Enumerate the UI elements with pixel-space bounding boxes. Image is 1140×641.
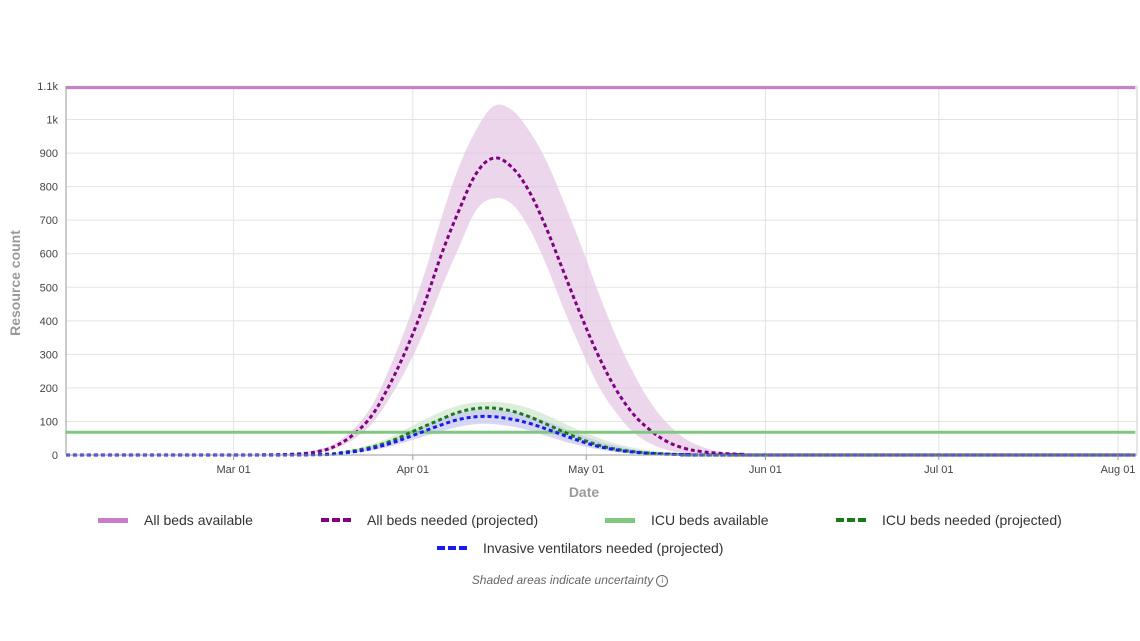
legend-label: ICU beds needed (projected): [882, 512, 1062, 528]
y-tick-label: 300: [40, 349, 58, 361]
uncertainty-note: Shaded areas indicate uncertainty i: [0, 573, 1140, 587]
legend-swatch-all-beds-needed: [321, 518, 351, 522]
y-tick-label: 200: [40, 383, 58, 395]
y-tick-label: 1k: [46, 115, 58, 127]
x-tick-label: Jun 01: [749, 464, 782, 476]
uncertainty-note-text: Shaded areas indicate uncertainty: [471, 573, 654, 587]
uncertainty-bands: [66, 104, 1136, 455]
y-tick-label: 600: [40, 249, 58, 261]
x-tick-label: Aug 01: [1101, 464, 1136, 476]
legend-label: All beds available: [144, 512, 253, 528]
y-tick-label: 0: [52, 450, 58, 462]
info-icon[interactable]: i: [656, 575, 669, 587]
chart-grid: [66, 85, 1137, 456]
y-tick-label: 900: [40, 148, 58, 160]
x-tick-label: Apr 01: [397, 464, 429, 476]
chart-axes: 0 100 200 300 400 500 600 700 800 900 1k 1.1k Mar 01…: [37, 81, 1138, 476]
legend-item-ventilators-needed[interactable]: Invasive ventilators needed (projected): [437, 536, 723, 560]
x-axis-title: Date: [569, 484, 600, 500]
legend-swatch-ventilators-needed: [437, 546, 467, 550]
uncertainty-band-all-beds-needed-projected: [66, 104, 1136, 455]
x-tick-label: Jul 01: [924, 464, 953, 476]
legend-item-icu-beds-needed[interactable]: ICU beds needed (projected): [836, 508, 1062, 532]
legend-item-all-beds-available[interactable]: All beds available: [98, 508, 253, 532]
y-tick-label: 1.1k: [37, 81, 58, 93]
y-tick-label: 500: [40, 282, 58, 294]
legend-row-1: All beds available All beds needed (proj…: [0, 508, 1140, 536]
legend-item-all-beds-needed[interactable]: All beds needed (projected): [321, 508, 538, 532]
y-tick-label: 800: [40, 182, 58, 194]
y-axis-title: Resource count: [7, 230, 23, 336]
x-tick-label: Mar 01: [217, 464, 251, 476]
series-lines: [65, 86, 1136, 457]
x-tick-label: May 01: [568, 464, 604, 476]
legend-row-2: Invasive ventilators needed (projected): [0, 536, 1140, 564]
legend-label: All beds needed (projected): [367, 512, 539, 528]
y-tick-label: 400: [40, 316, 58, 328]
legend-label: Invasive ventilators needed (projected): [483, 540, 724, 556]
legend-swatch-all-beds-available: [98, 517, 128, 523]
legend-swatch-icu-beds-available: [605, 517, 635, 523]
series-line-all-beds-needed-projected: [65, 156, 1136, 457]
y-tick-label: 700: [40, 215, 58, 227]
resource-chart: 0 100 200 300 400 500 600 700 800 900 1k 1.1k Mar 01…: [7, 81, 1138, 500]
y-tick-label: 100: [40, 416, 58, 428]
chart-legend: All beds available All beds needed (proj…: [0, 508, 1140, 564]
legend-item-icu-beds-available[interactable]: ICU beds available: [605, 508, 769, 532]
legend-swatch-icu-beds-needed: [836, 518, 866, 522]
legend-label: ICU beds available: [651, 512, 769, 528]
